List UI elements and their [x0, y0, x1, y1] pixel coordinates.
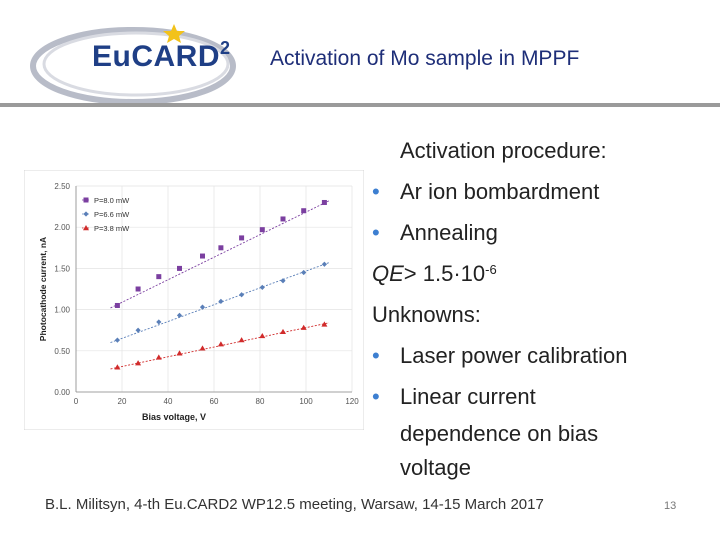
y-tick-label: 1.00: [54, 306, 70, 315]
data-point: [218, 298, 224, 304]
bullet-icon: •: [372, 179, 380, 204]
logo-swoosh-inner: [42, 31, 230, 97]
page-number: 13: [664, 500, 677, 512]
y-tick-label: 0.50: [54, 347, 70, 356]
legend-marker: [83, 225, 89, 231]
legend-label: P=6.6 mW: [94, 210, 130, 219]
slide-header: EuCARD2 Activation of Mo sample in MPPF: [0, 0, 720, 108]
logo-swoosh-outer: [30, 27, 236, 105]
data-point: [155, 354, 162, 360]
data-point: [217, 341, 224, 347]
data-point: [300, 324, 307, 330]
y-tick-label: 0.00: [54, 388, 70, 397]
chart-background: [24, 170, 364, 430]
logo-sup: 2: [220, 38, 231, 58]
data-point: [280, 216, 286, 222]
list-item-continuation: voltage: [400, 455, 471, 480]
data-point: [239, 235, 245, 241]
list-item-text: Ar ion bombardment: [400, 179, 600, 204]
x-tick-label: 100: [299, 397, 313, 406]
header-divider: [0, 103, 720, 107]
data-point: [301, 208, 307, 214]
photocurrent-chart: 0.00 0.50 1.00 1.50 2.00 2.50 0 20 40 60 80 100 120 B…: [24, 170, 364, 430]
data-point: [156, 274, 162, 280]
bullet-icon: •: [372, 220, 380, 245]
slide-title: Activation of Mo sample in MPPF: [270, 47, 580, 70]
logo-text-eu: Eu: [92, 40, 132, 73]
data-point: [199, 345, 206, 351]
bullet-icon: •: [372, 343, 380, 368]
legend-label: P=3.8 mW: [94, 224, 130, 233]
qe-exponent: -6: [485, 262, 497, 277]
list-item: • Linear current: [372, 376, 712, 417]
y-tick-label: 2.50: [54, 182, 70, 191]
legend-label: P=8.0 mW: [94, 196, 130, 205]
qe-label: QE: [372, 261, 404, 286]
x-tick-label: 20: [118, 397, 127, 406]
data-point: [238, 337, 245, 343]
x-tick-label: 60: [210, 397, 219, 406]
qe-value: > 1.5·10: [403, 261, 486, 286]
list-item-text: Linear current: [400, 384, 536, 409]
list-item: • Laser power calibration: [372, 335, 712, 376]
data-point: [114, 302, 120, 308]
data-point: [259, 227, 265, 233]
y-tick-label: 2.00: [54, 223, 70, 232]
star-icon: [163, 24, 185, 43]
data-point: [135, 327, 141, 333]
x-tick-label: 40: [164, 397, 173, 406]
slide-footer: B.L. Militsyn, 4-th Eu.CARD2 WP12.5 meet…: [45, 496, 544, 513]
list-item-continuation: dependence on bias: [400, 421, 599, 446]
eucard-logo: [30, 24, 236, 105]
data-point: [199, 304, 206, 310]
data-point: [200, 253, 205, 259]
data-point: [321, 261, 327, 267]
y-tick-label: 1.50: [54, 264, 70, 273]
list-item: • Annealing: [372, 212, 712, 253]
data-point: [114, 337, 120, 343]
data-point: [135, 286, 141, 292]
x-tick-label: 0: [74, 397, 79, 406]
list-item-text: Annealing: [400, 220, 498, 245]
data-point: [114, 364, 121, 370]
data-point: [176, 350, 183, 356]
data-point: [135, 360, 142, 366]
data-point: [321, 199, 327, 205]
data-point: [321, 321, 328, 327]
list-item-text: Laser power calibration: [400, 343, 628, 368]
data-point: [280, 328, 286, 335]
qe-line: QE> 1.5·10-6: [372, 253, 712, 294]
unknowns-heading: Unknowns:: [372, 302, 481, 327]
fit-line: [110, 200, 330, 309]
activation-heading: Activation procedure:: [400, 138, 607, 163]
data-point: [218, 245, 224, 251]
data-point: [177, 265, 182, 271]
x-tick-label: 80: [256, 397, 265, 406]
logo-wordmark: EuCARD2: [92, 38, 231, 74]
data-point: [259, 332, 266, 339]
bullet-list: Activation procedure: • Ar ion bombardmen…: [372, 130, 712, 485]
logo-text-card: CARD: [131, 40, 221, 73]
list-item: • Ar ion bombardment: [372, 171, 712, 212]
y-axis-label: Photocathode current, nA: [38, 237, 48, 341]
x-tick-label: 120: [345, 397, 359, 406]
x-axis-label: Bias voltage, V: [142, 412, 206, 422]
data-point: [280, 278, 286, 284]
bullet-icon: •: [372, 384, 380, 409]
